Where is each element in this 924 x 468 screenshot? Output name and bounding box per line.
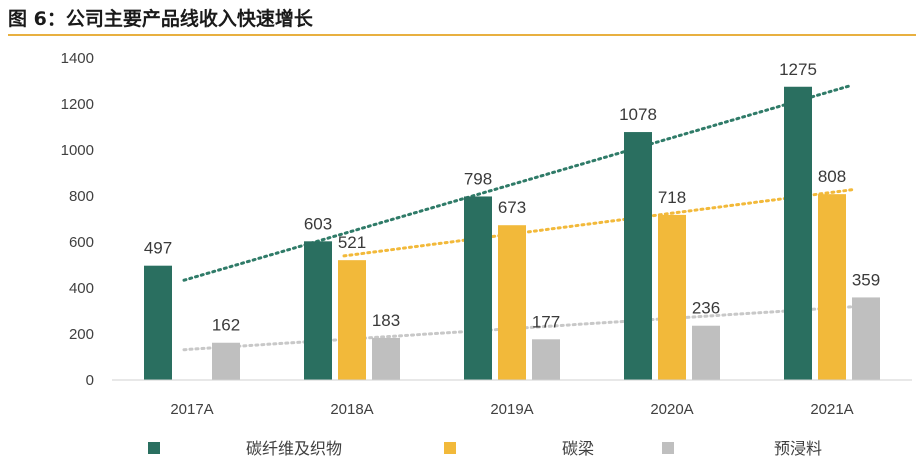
data-labels: 497 162 603 521 183 798 673 177 1078 718 236 1275 80…	[144, 60, 880, 335]
data-label: 1275	[779, 60, 817, 79]
bar	[212, 342, 240, 380]
y-tick-label: 600	[69, 234, 94, 251]
data-label: 798	[464, 169, 492, 188]
y-tick-label: 1400	[61, 50, 94, 67]
bar	[464, 196, 492, 380]
data-label: 1078	[619, 105, 657, 124]
y-tick-label: 800	[69, 188, 94, 205]
bar	[498, 225, 526, 380]
bar	[144, 265, 172, 380]
legend-label: 碳纤维及织物	[246, 439, 342, 458]
legend: 碳纤维及织物 碳梁 预浸料	[148, 439, 822, 458]
x-tick-label: 2020A	[650, 401, 693, 418]
x-tick-label: 2021A	[810, 401, 853, 418]
bar	[338, 260, 366, 380]
data-label: 718	[658, 188, 686, 207]
data-label: 808	[818, 167, 846, 186]
trendline	[182, 83, 854, 282]
x-tick-label: 2017A	[170, 401, 213, 418]
bar	[304, 241, 332, 380]
bar	[692, 325, 720, 380]
data-label: 521	[338, 233, 366, 252]
legend-label: 碳梁	[562, 439, 594, 458]
bars	[144, 86, 880, 380]
trendline	[342, 188, 854, 258]
bar	[852, 297, 880, 380]
bar	[784, 86, 812, 380]
data-label: 162	[212, 316, 240, 335]
x-axis: 2017A 2018A 2019A 2020A 2021A	[112, 379, 912, 418]
bar	[532, 339, 560, 380]
data-label: 359	[852, 270, 880, 289]
data-label: 497	[144, 239, 172, 258]
bar	[818, 194, 846, 380]
title-divider	[8, 34, 916, 36]
bar	[372, 337, 400, 380]
data-label: 236	[692, 299, 720, 318]
data-label: 177	[532, 312, 560, 331]
page-title: 图 6：公司主要产品线收入快速增长	[8, 8, 313, 30]
y-tick-label: 400	[69, 280, 94, 297]
y-tick-label: 200	[69, 326, 94, 343]
bar	[658, 214, 686, 380]
legend-label: 预浸料	[774, 439, 822, 458]
x-tick-label: 2018A	[330, 401, 373, 418]
legend-marker	[444, 442, 456, 454]
y-tick-label: 1200	[61, 96, 94, 113]
bar	[624, 132, 652, 380]
y-axis: 0 200 400 600 800 1000 1200 1400	[61, 50, 94, 389]
data-label: 673	[498, 198, 526, 217]
y-tick-label: 1000	[61, 142, 94, 159]
data-label: 183	[372, 311, 400, 330]
legend-marker	[662, 442, 674, 454]
legend-marker	[148, 442, 160, 454]
y-tick-label: 0	[86, 372, 94, 389]
x-tick-label: 2019A	[490, 401, 533, 418]
data-label: 603	[304, 214, 332, 233]
